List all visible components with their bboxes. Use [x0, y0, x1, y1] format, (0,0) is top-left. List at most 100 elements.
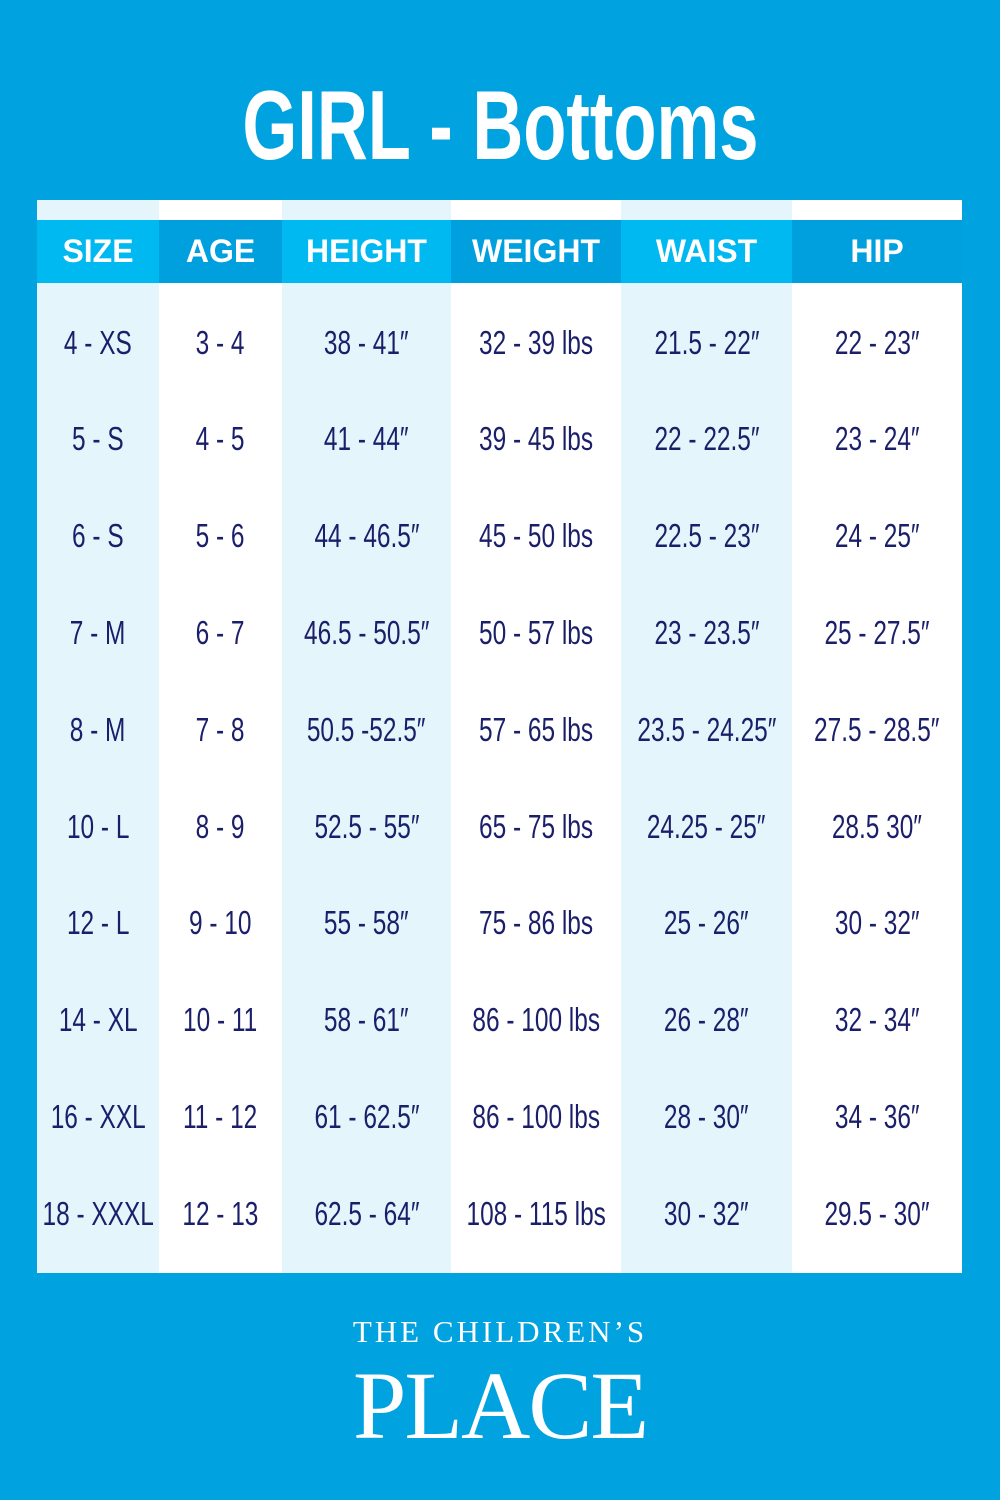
- cell-text: 26 - 28″: [664, 1001, 749, 1039]
- cell-text: 7 - 8: [196, 710, 245, 748]
- column-height: HEIGHT 38 - 41″ 41 - 44″ 44 - 46.5″ 46.5 - 5…: [282, 200, 451, 1273]
- cell-text: 18 - XXXL: [42, 1194, 154, 1232]
- table-cell: 41 - 44″: [282, 391, 451, 488]
- column-header: AGE: [159, 220, 282, 283]
- table-cell: 86 - 100 lbs: [451, 1068, 621, 1165]
- table-cell: 24 - 25″: [792, 488, 962, 585]
- table-cell: 27.5 - 28.5″: [792, 681, 962, 778]
- table-cell: 46.5 - 50.5″: [282, 584, 451, 681]
- column-header: SIZE: [37, 220, 159, 283]
- cell-text: 30 - 32″: [664, 1194, 749, 1232]
- cell-text: 52.5 - 55″: [313, 807, 420, 845]
- cell-text: 58 - 61″: [324, 1001, 409, 1039]
- cell-text: 11 - 12: [183, 1097, 258, 1135]
- table-cell: 7 - 8: [159, 681, 282, 778]
- table-cell: 8 - 9: [159, 778, 282, 875]
- cell-text: 34 - 36″: [834, 1097, 920, 1135]
- table-cell: 50 - 57 lbs: [451, 584, 621, 681]
- cell-text: 4 - XS: [64, 323, 132, 361]
- cell-text: 6 - S: [72, 517, 124, 555]
- cell-text: 50.5 -52.5″: [307, 710, 426, 748]
- table-cell: 18 - XXXL: [37, 1165, 159, 1262]
- cell-text: 61 - 62.5″: [313, 1097, 420, 1135]
- table-cell: 62.5 - 64″: [282, 1165, 451, 1262]
- cell-text: 21.5 - 22″: [653, 323, 760, 361]
- table-cell: 44 - 46.5″: [282, 488, 451, 585]
- cell-text: 75 - 86 lbs: [478, 904, 594, 942]
- table-cell: 7 - M: [37, 584, 159, 681]
- table-cell: 16 - XXL: [37, 1068, 159, 1165]
- cell-text: 65 - 75 lbs: [478, 807, 594, 845]
- table-cell: 30 - 32″: [792, 875, 962, 972]
- table-cell: 30 - 32″: [621, 1165, 792, 1262]
- table-cell: 55 - 58″: [282, 875, 451, 972]
- table-cell: 21.5 - 22″: [621, 294, 792, 391]
- cell-text: 24 - 25″: [834, 517, 920, 555]
- cell-text: 7 - M: [70, 613, 126, 651]
- table-cell: 23.5 - 24.25″: [621, 681, 792, 778]
- cell-text: 29.5 - 30″: [824, 1194, 930, 1232]
- cell-text: 14 - XL: [58, 1001, 138, 1039]
- cell-text: 5 - S: [72, 420, 124, 458]
- cell-text: 25 - 26″: [664, 904, 749, 942]
- table-cell: 26 - 28″: [621, 972, 792, 1069]
- brand-logo-line2: PLACE: [352, 1352, 649, 1459]
- cell-text: 22 - 22.5″: [653, 420, 760, 458]
- column-header: WAIST: [621, 220, 792, 283]
- cell-text: 28 - 30″: [664, 1097, 749, 1135]
- column-age: AGE 3 - 4 4 - 5 5 - 6 6 - 7 7 - 8 8 - 9 9 - 10 1…: [159, 200, 282, 1273]
- cell-text: 38 - 41″: [324, 323, 409, 361]
- table-cell: 10 - 11: [159, 972, 282, 1069]
- cell-text: 45 - 50 lbs: [478, 517, 594, 555]
- table-cell: 29.5 - 30″: [792, 1165, 962, 1262]
- cell-text: 3 - 4: [196, 323, 245, 361]
- cell-text: 6 - 7: [196, 613, 245, 651]
- table-cell: 5 - S: [37, 391, 159, 488]
- column-weight: WEIGHT 32 - 39 lbs 39 - 45 lbs 45 - 50 lbs 5…: [451, 200, 621, 1273]
- table-cell: 4 - 5: [159, 391, 282, 488]
- cell-text: 8 - M: [70, 710, 126, 748]
- table-cell: 22 - 23″: [792, 294, 962, 391]
- table-cell: 23 - 23.5″: [621, 584, 792, 681]
- cell-text: 32 - 34″: [834, 1001, 920, 1039]
- cell-text: 22.5 - 23″: [653, 517, 760, 555]
- table-cell: 11 - 12: [159, 1068, 282, 1165]
- table-cell: 38 - 41″: [282, 294, 451, 391]
- table-cell: 6 - S: [37, 488, 159, 585]
- cell-text: 44 - 46.5″: [313, 517, 420, 555]
- brand-logo-line1: THE CHILDREN’S: [352, 1314, 648, 1349]
- table-cell: 14 - XL: [37, 972, 159, 1069]
- cell-text: 10 - 11: [183, 1001, 258, 1039]
- table-cell: 8 - M: [37, 681, 159, 778]
- column-waist: WAIST 21.5 - 22″ 22 - 22.5″ 22.5 - 23″ 23 - …: [621, 200, 792, 1273]
- cell-text: 9 - 10: [189, 904, 252, 942]
- cell-text: 62.5 - 64″: [313, 1194, 420, 1232]
- table-cell: 32 - 34″: [792, 972, 962, 1069]
- cell-text: 5 - 6: [196, 517, 245, 555]
- cell-text: 50 - 57 lbs: [478, 613, 594, 651]
- table-cell: 22 - 22.5″: [621, 391, 792, 488]
- table-cell: 65 - 75 lbs: [451, 778, 621, 875]
- cell-text: 23 - 23.5″: [653, 613, 760, 651]
- table-cell: 22.5 - 23″: [621, 488, 792, 585]
- table-cell: 12 - L: [37, 875, 159, 972]
- column-header: HEIGHT: [282, 220, 451, 283]
- table-cell: 5 - 6: [159, 488, 282, 585]
- cell-text: 41 - 44″: [324, 420, 409, 458]
- cell-text: 28.5 30″: [831, 807, 923, 845]
- column-header: HIP: [792, 220, 962, 283]
- cell-text: 86 - 100 lbs: [472, 1001, 600, 1039]
- cell-text: 30 - 32″: [834, 904, 920, 942]
- cell-text: 27.5 - 28.5″: [814, 710, 940, 748]
- column-header: WEIGHT: [451, 220, 621, 283]
- cell-text: 32 - 39 lbs: [478, 323, 594, 361]
- table-cell: 24.25 - 25″: [621, 778, 792, 875]
- table-cell: 86 - 100 lbs: [451, 972, 621, 1069]
- cell-text: 23 - 24″: [834, 420, 920, 458]
- cell-text: 57 - 65 lbs: [478, 710, 594, 748]
- cell-text: 108 - 115 lbs: [466, 1194, 606, 1232]
- table-cell: 25 - 26″: [621, 875, 792, 972]
- column-size: SIZE 4 - XS 5 - S 6 - S 7 - M 8 - M 10 - L 12 -…: [37, 200, 159, 1273]
- cell-text: 86 - 100 lbs: [472, 1097, 600, 1135]
- table-cell: 12 - 13: [159, 1165, 282, 1262]
